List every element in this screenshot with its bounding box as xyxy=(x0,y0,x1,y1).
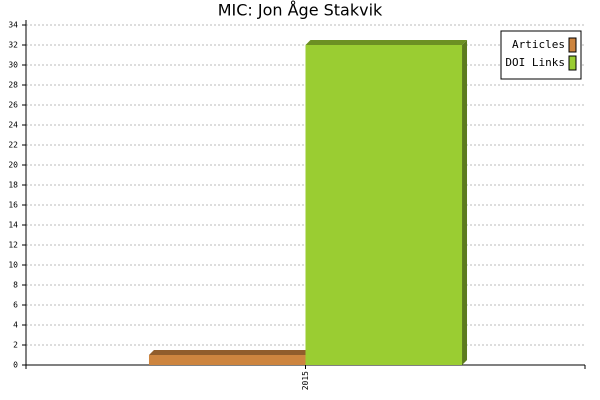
bar xyxy=(305,45,463,365)
chart-title: MIC: Jon Åge Stakvik xyxy=(218,1,383,20)
bar-side xyxy=(462,40,468,365)
y-tick-label: 12 xyxy=(8,241,18,250)
legend-box xyxy=(500,30,582,80)
y-tick-label: 20 xyxy=(8,161,18,170)
y-tick-label: 0 xyxy=(13,361,18,370)
bar-top xyxy=(148,350,311,355)
y-tick-label: 26 xyxy=(8,101,18,110)
y-tick-label: 22 xyxy=(8,141,18,150)
legend-swatch xyxy=(568,55,577,71)
legend-swatch xyxy=(568,37,577,53)
y-tick-label: 32 xyxy=(8,41,18,50)
y-tick-label: 2 xyxy=(13,341,18,350)
y-tick-label: 24 xyxy=(8,121,18,130)
y-tick-label: 30 xyxy=(8,61,18,70)
y-tick-label: 10 xyxy=(8,261,18,270)
legend-label: Articles xyxy=(512,38,565,51)
y-tick-label: 34 xyxy=(8,21,18,30)
y-tick-label: 14 xyxy=(8,221,18,230)
y-tick-label: 18 xyxy=(8,181,18,190)
y-tick-label: 16 xyxy=(8,201,18,210)
bar-top xyxy=(305,40,468,45)
y-tick-label: 6 xyxy=(13,301,18,310)
bar xyxy=(148,355,306,365)
y-tick-label: 4 xyxy=(13,321,18,330)
y-tick-label: 8 xyxy=(13,281,18,290)
legend-label: DOI Links xyxy=(505,56,565,69)
y-tick-label: 28 xyxy=(8,81,18,90)
x-tick-label: 2015 xyxy=(301,371,310,390)
